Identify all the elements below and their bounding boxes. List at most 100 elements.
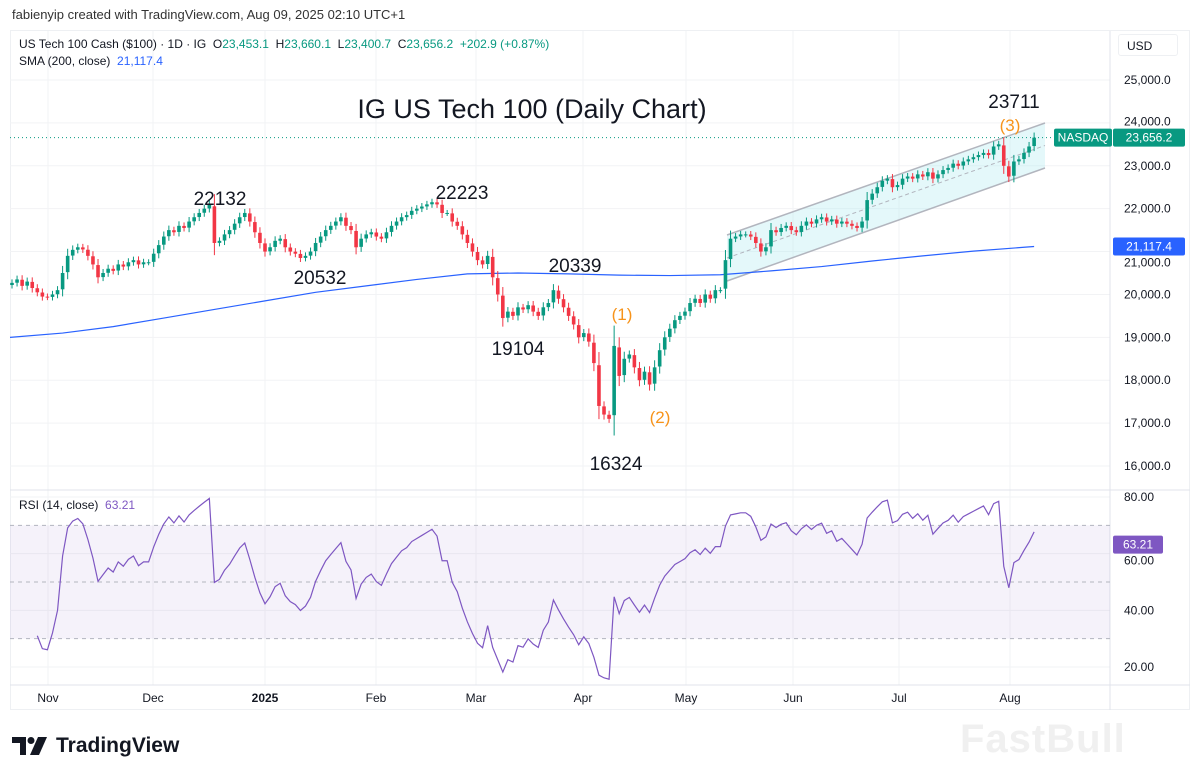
rsi-label: RSI (14, close) [19,498,99,512]
symbol-legend[interactable]: US Tech 100 Cash ($100) · 1D · IG O23,45… [19,37,549,51]
candle-body [784,225,788,228]
high-value: 23,660.1 [284,37,331,51]
candle-body [242,212,247,218]
wave-label-1: (1) [611,305,633,324]
credit-line: fabienyip created with TradingView.com, … [12,7,406,22]
candle-body [834,219,839,224]
candle-body [91,256,95,265]
rsi-legend-value: 63.21 [105,498,136,512]
candle-body [156,245,161,254]
price-tick-label: 17,000.0 [1124,416,1171,430]
candle-body [850,223,854,226]
symbol-tag [1054,128,1112,147]
candle-body [703,294,708,303]
sma-200-line [9,245,1035,338]
candle-body [187,221,191,228]
price-tick-label: 20,000.0 [1124,287,1171,301]
candle-body [404,215,409,218]
candle-body [769,230,773,247]
candle-body [440,204,444,213]
candle-body [824,217,829,222]
candle-body [273,240,277,247]
candle-body [991,146,996,155]
candle-body [627,354,632,359]
sma-price-tag-text: 21,117.4 [1126,240,1172,254]
candle-body [35,288,40,293]
candle-body [941,170,945,175]
high-label: H [275,37,285,51]
candle-body [101,273,105,278]
rsi-value-tag [1113,535,1163,554]
candle-body [475,251,480,261]
candle-body [121,264,126,267]
candle-body [961,161,966,166]
low-value: 23,400.7 [344,37,392,51]
candle-body [298,253,303,258]
candle-body [207,204,212,209]
candle-body [111,268,115,271]
candle-body [708,294,713,299]
candle-body [354,230,358,248]
candle-body [617,347,621,376]
time-tick-label: Jul [891,691,906,705]
candle-body [581,333,586,338]
candle-body [1032,137,1036,147]
open-label: O [212,37,223,51]
candle-body [364,234,368,239]
candle-body [885,178,890,181]
channel-lower-line [726,167,1046,282]
candle-body [334,221,338,226]
low-label: L [337,37,345,51]
candle-body [253,222,257,233]
candle-body [743,234,748,236]
last-price-tag [1113,128,1185,147]
candle-body [45,296,50,298]
candle-body [936,174,940,179]
time-tick-label: Dec [142,691,163,705]
tradingview-logo[interactable]: TradingView [12,734,179,758]
candle-body [501,295,505,319]
price-tick-label: 22,000.0 [1124,202,1171,216]
candle-body [976,155,981,158]
candle-body [632,355,637,368]
label-19104: 19104 [491,339,545,360]
candle-body [151,253,156,262]
candle-body [25,281,29,286]
time-tick-label: Jun [783,691,802,705]
candle-body [647,372,652,385]
candle-body [809,221,814,224]
candle-body [435,202,439,205]
sma-legend[interactable]: SMA (200, close) 21,117.4 [19,54,163,68]
candle-body [1007,166,1011,177]
price-tick-label: 18,000.0 [1124,373,1171,387]
rsi-line [36,497,1035,680]
price-tick-label: 21,000.0 [1124,256,1171,270]
candle-body [399,217,404,222]
candle-body [232,223,237,230]
candle-body [748,234,753,237]
candle-body [845,221,849,224]
rsi-legend[interactable]: RSI (14, close) 63.21 [19,498,135,512]
candle-body [146,262,151,264]
time-tick-label: May [675,691,698,705]
candle-body [369,232,374,235]
label-20532: 20532 [293,268,347,289]
wave-label-3: (3) [999,116,1021,135]
candle-body [592,342,596,364]
candle-body [1027,146,1031,153]
currency-button[interactable]: USD [1118,34,1178,56]
candle-body [465,234,470,243]
candle-body [915,174,920,179]
candle-body [637,368,642,381]
candle-body [10,282,14,286]
rsi-tick-label: 40.00 [1124,603,1154,617]
candle-body [718,290,723,292]
candle-body [951,163,955,168]
time-tick-label: Feb [366,691,387,705]
candle-body [248,213,252,222]
candle-body [379,236,384,239]
close-label: C [397,37,407,51]
candle-body [905,176,910,179]
rsi-band-fill [10,525,1110,639]
